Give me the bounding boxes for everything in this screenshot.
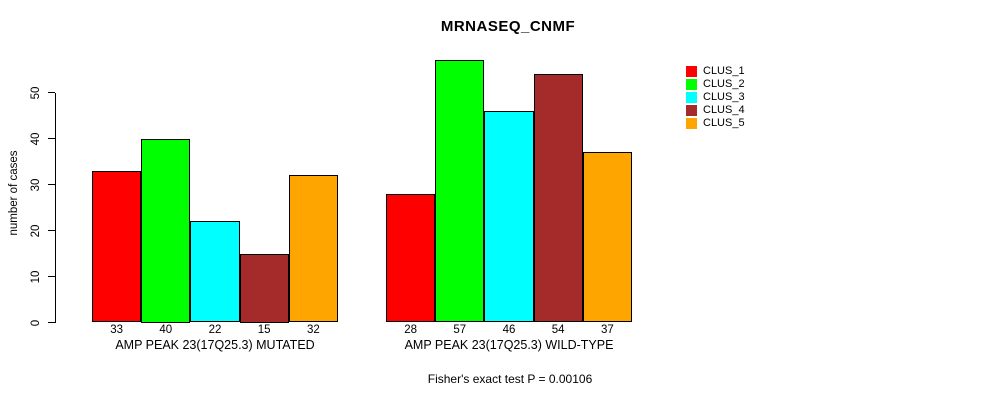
bar-value-label: 54 (551, 324, 565, 336)
y-axis-label: number of cases (8, 150, 20, 236)
legend: CLUS_1 CLUS_2 CLUS_3 CLUS_4 CLUS_5 (686, 65, 745, 130)
footnote-fishers-test: Fisher's exact test P = 0.00106 (427, 372, 593, 386)
legend-item-clus_3: CLUS_3 (686, 91, 745, 104)
bar-value-label: 32 (306, 324, 320, 336)
bar-value-label: 33 (110, 324, 123, 336)
chart-title: MRNASEQ_CNMF (440, 18, 576, 35)
y-tick-label: 10 (30, 270, 42, 283)
y-tick-label: 30 (30, 178, 42, 191)
bar-group2-clus_5 (582, 152, 632, 323)
y-tick-label: 0 (30, 319, 42, 326)
legend-swatch-clus_2 (686, 79, 697, 91)
legend-item-clus_5: CLUS_5 (686, 117, 745, 130)
x-group-label: AMP PEAK 23(17Q25.3) WILD-TYPE (404, 338, 614, 352)
bar-value-label: 46 (502, 324, 516, 336)
bar-group1-clus_5 (288, 175, 338, 323)
y-tick-mark (47, 229, 55, 232)
legend-item-clus_4: CLUS_4 (686, 104, 745, 117)
legend-item-clus_2: CLUS_2 (686, 78, 745, 91)
legend-swatch-clus_5 (686, 118, 697, 130)
y-tick-label: 50 (30, 86, 42, 99)
y-tick-label: 40 (30, 132, 42, 145)
y-tick-mark (47, 91, 55, 94)
bar-value-label: 15 (257, 324, 271, 336)
bar-value-label: 37 (600, 324, 614, 336)
bar-group1-clus_3 (190, 221, 240, 323)
y-axis-line (54, 92, 56, 323)
y-tick-mark (47, 321, 55, 324)
legend-swatch-clus_4 (686, 105, 697, 117)
bar-value-label: 57 (453, 324, 467, 336)
y-tick-mark (47, 275, 55, 278)
bar-value-label: 28 (404, 324, 417, 336)
legend-label: CLUS_4 (703, 104, 745, 117)
legend-label: CLUS_3 (703, 91, 745, 104)
y-tick-mark (47, 183, 55, 186)
bar-value-label: 40 (159, 324, 173, 336)
x-group-label: AMP PEAK 23(17Q25.3) MUTATED (115, 338, 315, 352)
legend-label: CLUS_2 (703, 78, 745, 91)
legend-label: CLUS_5 (703, 117, 745, 130)
legend-swatch-clus_3 (686, 92, 697, 104)
legend-swatch-clus_1 (686, 66, 697, 78)
bar-group1-clus_2 (141, 138, 191, 323)
y-tick-label: 20 (30, 224, 42, 237)
legend-item-clus_1: CLUS_1 (686, 65, 745, 78)
y-tick-mark (47, 137, 55, 140)
bar-value-label: 22 (208, 324, 222, 336)
bar-group2-clus_3 (484, 110, 534, 323)
bar-group2-clus_1 (386, 193, 436, 323)
bar-group1-clus_4 (239, 253, 289, 323)
legend-label: CLUS_1 (703, 65, 745, 78)
bar-group1-clus_1 (92, 170, 142, 323)
bar-group2-clus_2 (435, 60, 485, 323)
bar-group2-clus_4 (533, 74, 583, 323)
